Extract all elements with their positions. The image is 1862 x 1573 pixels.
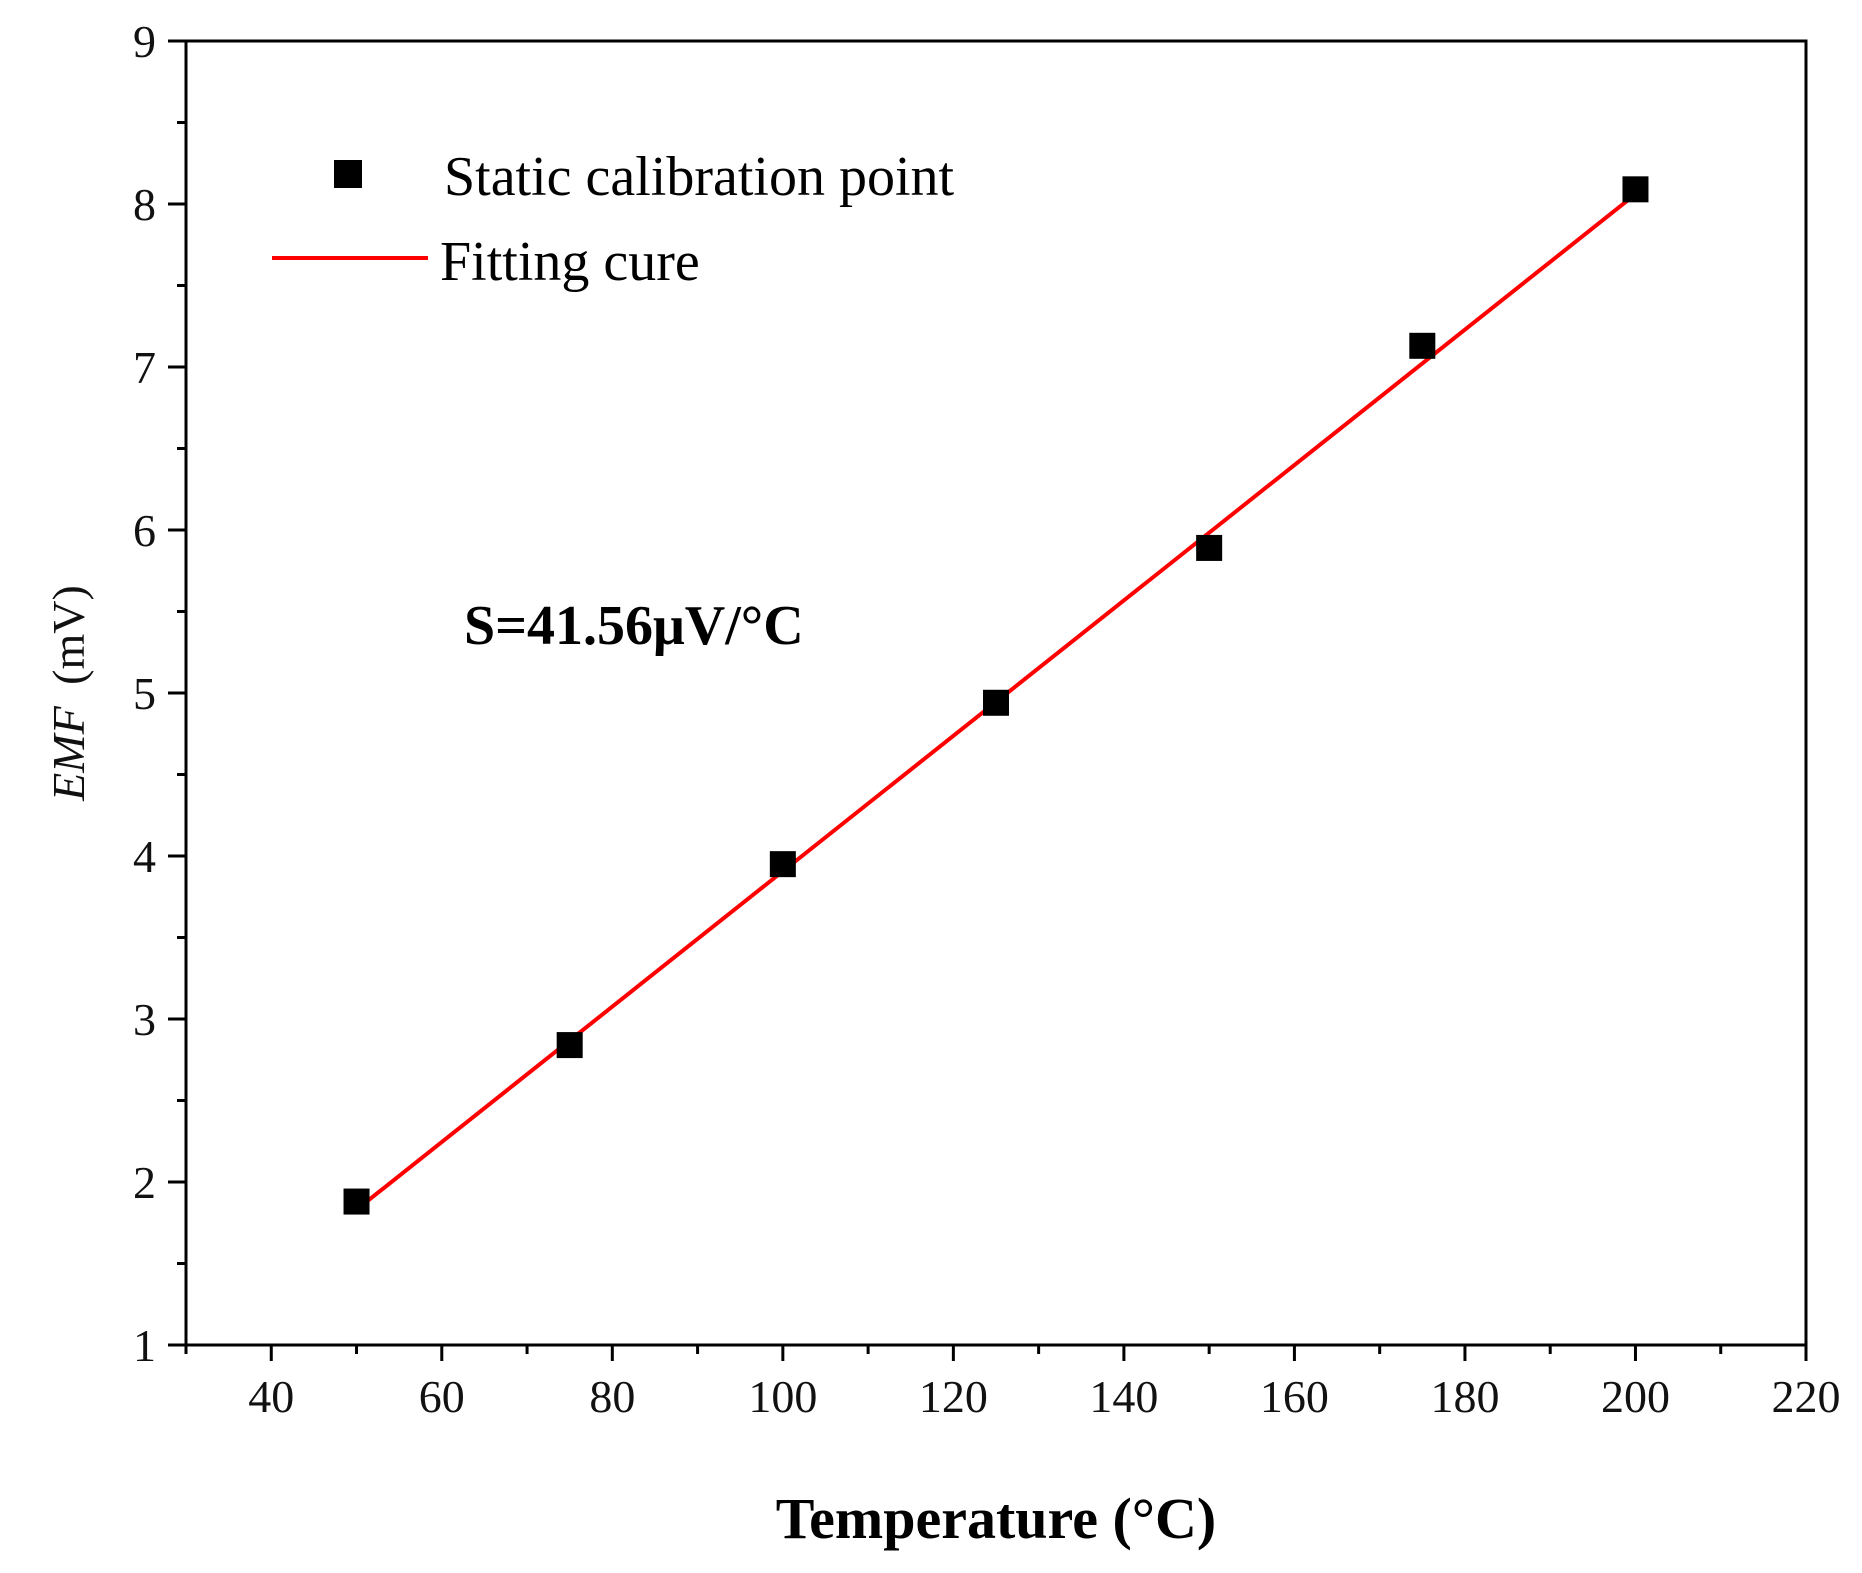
calibration-point-75	[556, 1032, 583, 1059]
calibration-point-125	[983, 689, 1009, 716]
y-tick-label-2: 2	[133, 1157, 156, 1208]
sensitivity-annotation: S=41.56μV/°C	[464, 595, 804, 657]
y-tick-label-3: 3	[133, 994, 156, 1045]
x-axis-ticks: 40 60 80 100 120 140 160 180 200 220	[184, 1345, 1841, 1422]
y-axis-title-unit: (mV)	[43, 585, 94, 685]
x-tick-label-220: 220	[1772, 1371, 1841, 1422]
x-axis-title: Temperature (°C)	[776, 1486, 1216, 1551]
y-tick-label-4: 4	[133, 831, 156, 882]
x-tick-label-200: 200	[1601, 1371, 1670, 1422]
svg-text:EMF (mV): EMF (mV)	[43, 585, 94, 802]
x-tick-label-140: 140	[1089, 1371, 1158, 1422]
y-tick-label-9: 9	[133, 16, 156, 67]
y-tick-label-7: 7	[133, 342, 156, 393]
y-axis-ticks: 1 2 3 4 5 6 7 8 9	[133, 16, 186, 1371]
x-tick-label-80: 80	[589, 1371, 635, 1422]
y-tick-label-5: 5	[133, 668, 156, 719]
calibration-point-100	[769, 851, 796, 878]
y-tick-label-8: 8	[133, 179, 156, 230]
x-tick-label-100: 100	[748, 1371, 817, 1422]
x-tick-label-40: 40	[248, 1371, 294, 1422]
y-axis-title-italic: EMF	[43, 705, 94, 801]
x-tick-label-120: 120	[919, 1371, 988, 1422]
x-tick-label-160: 160	[1260, 1371, 1329, 1422]
calibration-point-150	[1196, 534, 1223, 561]
legend: Static calibration point Fitting cure	[272, 146, 955, 293]
y-tick-label-1: 1	[133, 1320, 156, 1371]
x-tick-label-180: 180	[1430, 1371, 1499, 1422]
y-tick-label-6: 6	[133, 505, 156, 556]
legend-label-points: Static calibration point	[444, 146, 955, 208]
calibration-point-200	[1622, 176, 1649, 203]
calibration-point-50	[343, 1188, 370, 1215]
y-axis-title: EMF (mV)	[43, 585, 94, 802]
legend-label-fit: Fitting cure	[440, 231, 700, 293]
legend-marker-square	[334, 160, 362, 188]
calibration-point-175	[1409, 332, 1436, 359]
scatter-points-layer	[343, 176, 1649, 1215]
x-tick-label-60: 60	[419, 1371, 465, 1422]
